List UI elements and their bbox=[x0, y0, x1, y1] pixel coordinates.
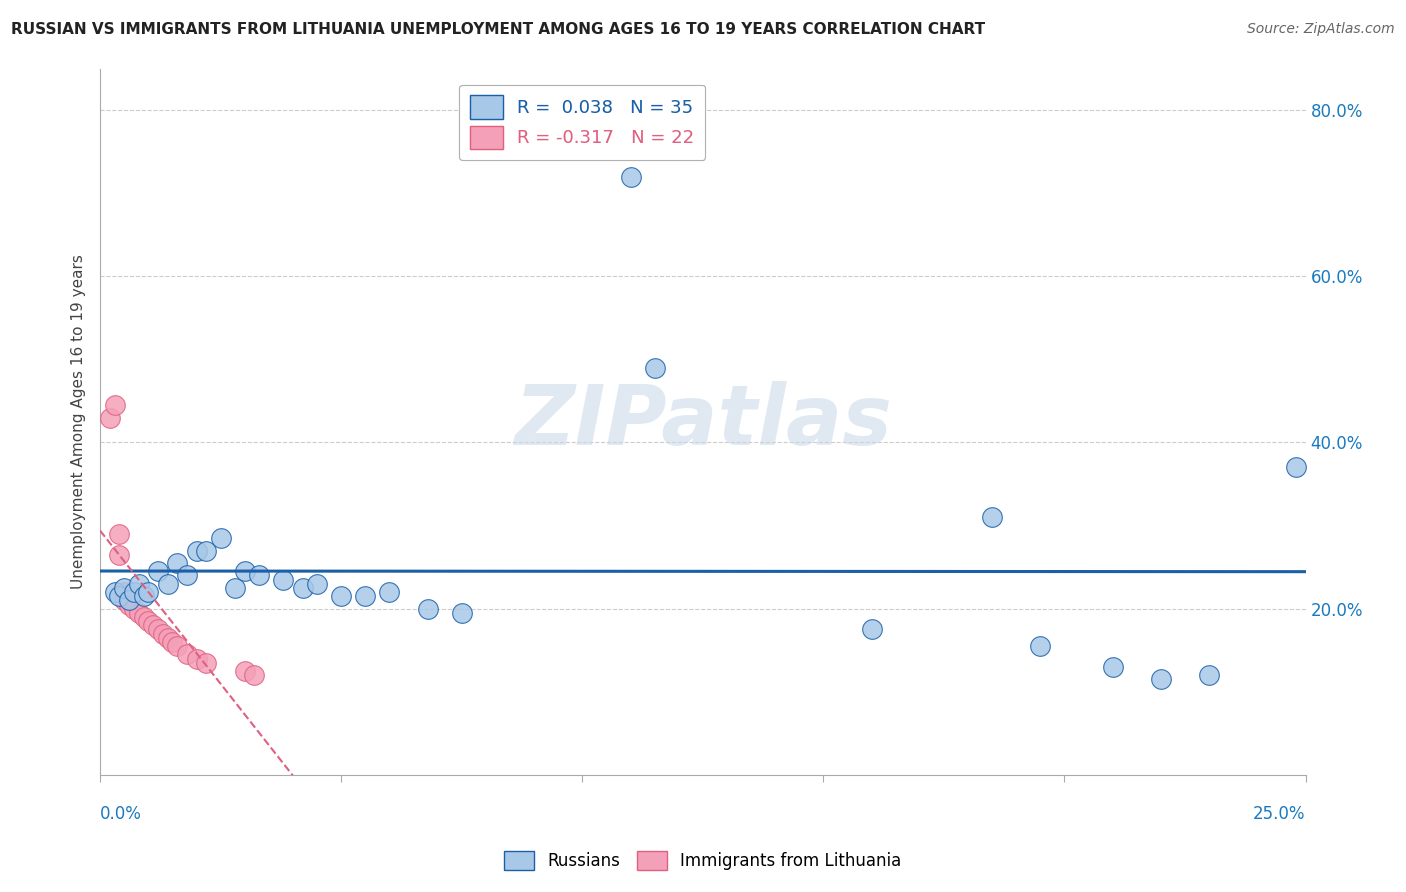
Point bbox=[162, 635, 184, 649]
Point bbox=[176, 648, 198, 662]
Point bbox=[186, 543, 208, 558]
Point bbox=[128, 606, 150, 620]
Point bbox=[122, 585, 145, 599]
Text: RUSSIAN VS IMMIGRANTS FROM LITHUANIA UNEMPLOYMENT AMONG AGES 16 TO 19 YEARS CORR: RUSSIAN VS IMMIGRANTS FROM LITHUANIA UNE… bbox=[11, 22, 986, 37]
Point bbox=[138, 585, 160, 599]
Point bbox=[307, 576, 329, 591]
Point bbox=[195, 543, 218, 558]
Point bbox=[122, 601, 145, 615]
Point bbox=[1285, 460, 1308, 475]
Point bbox=[112, 585, 135, 599]
Text: 25.0%: 25.0% bbox=[1253, 805, 1306, 823]
Point bbox=[104, 398, 127, 412]
Text: 0.0%: 0.0% bbox=[100, 805, 142, 823]
Text: Source: ZipAtlas.com: Source: ZipAtlas.com bbox=[1247, 22, 1395, 37]
Point bbox=[209, 531, 232, 545]
Point bbox=[243, 668, 266, 682]
Point bbox=[233, 664, 256, 678]
Point bbox=[981, 510, 1004, 524]
Point bbox=[138, 614, 160, 628]
Point bbox=[156, 631, 179, 645]
Point bbox=[112, 581, 135, 595]
Point bbox=[354, 589, 377, 603]
Point bbox=[98, 410, 121, 425]
Point bbox=[146, 564, 169, 578]
Point bbox=[176, 568, 198, 582]
Point bbox=[128, 576, 150, 591]
Legend: Russians, Immigrants from Lithuania: Russians, Immigrants from Lithuania bbox=[498, 844, 908, 877]
Point bbox=[195, 656, 218, 670]
Point bbox=[224, 581, 246, 595]
Point bbox=[378, 585, 401, 599]
Point bbox=[156, 576, 179, 591]
Y-axis label: Unemployment Among Ages 16 to 19 years: Unemployment Among Ages 16 to 19 years bbox=[72, 254, 86, 589]
Point bbox=[1101, 660, 1123, 674]
Point bbox=[146, 623, 169, 637]
Point bbox=[132, 610, 155, 624]
Point bbox=[1029, 639, 1052, 653]
Point bbox=[644, 360, 666, 375]
Point bbox=[186, 651, 208, 665]
Point bbox=[104, 585, 127, 599]
Point bbox=[166, 639, 188, 653]
Point bbox=[1198, 668, 1220, 682]
Point bbox=[291, 581, 314, 595]
Point bbox=[619, 169, 641, 184]
Point bbox=[166, 556, 188, 570]
Point bbox=[108, 548, 131, 562]
Point bbox=[330, 589, 353, 603]
Point bbox=[118, 593, 141, 607]
Point bbox=[416, 601, 439, 615]
Point bbox=[152, 626, 174, 640]
Point bbox=[233, 564, 256, 578]
Legend: R =  0.038   N = 35, R = -0.317   N = 22: R = 0.038 N = 35, R = -0.317 N = 22 bbox=[460, 85, 706, 160]
Point bbox=[108, 589, 131, 603]
Point bbox=[142, 618, 165, 632]
Point bbox=[1150, 673, 1173, 687]
Point bbox=[112, 593, 135, 607]
Point bbox=[450, 606, 472, 620]
Point bbox=[273, 573, 295, 587]
Point bbox=[118, 598, 141, 612]
Point bbox=[108, 527, 131, 541]
Point bbox=[132, 589, 155, 603]
Point bbox=[247, 568, 270, 582]
Text: ZIPatlas: ZIPatlas bbox=[513, 381, 891, 462]
Point bbox=[860, 623, 883, 637]
